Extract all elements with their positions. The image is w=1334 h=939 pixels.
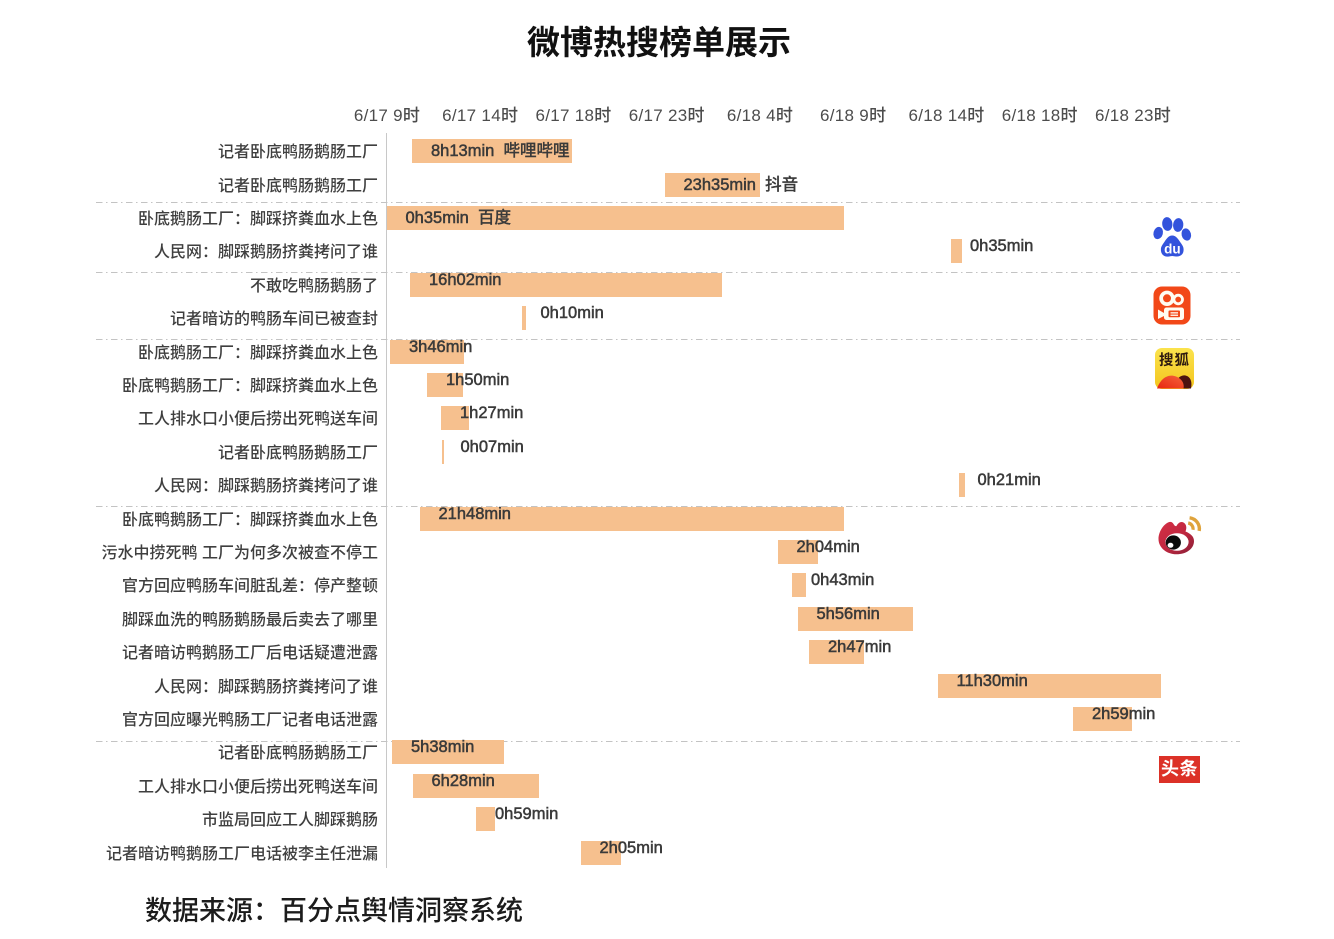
svg-text:搜狐: 搜狐 [1159, 351, 1190, 369]
svg-text:du: du [1164, 242, 1181, 257]
